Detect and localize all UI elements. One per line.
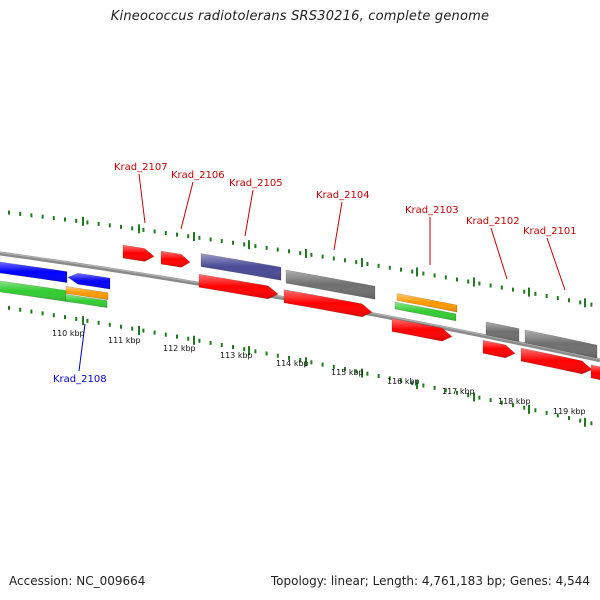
leader-krad-2107 bbox=[138, 173, 146, 224]
genome-summary-text: Topology: linear; Length: 4,761,183 bp; … bbox=[270, 574, 590, 588]
gene-block-krad-2107-gloss bbox=[123, 245, 154, 262]
gene-block-red-b-gloss bbox=[284, 289, 372, 317]
leader-krad-2104 bbox=[333, 201, 343, 251]
gene-block-blue-gloss bbox=[0, 262, 67, 283]
gene-label-krad-2102: Krad_2102 bbox=[466, 216, 520, 227]
tick-label: 115 kbp bbox=[331, 368, 364, 377]
gene-label-krad-2108: Krad_2108 bbox=[53, 374, 107, 385]
gene-block-red-f-gloss bbox=[591, 364, 600, 380]
gene-block-krad-2105-gloss bbox=[201, 253, 281, 281]
tick-labels: 110 kbp 111 kbp 112 kbp 113 kbp 114 kbp 115 k… bbox=[52, 329, 586, 416]
gene-block-orange-gloss bbox=[66, 286, 108, 300]
gene-block-krad-2102-gloss bbox=[486, 321, 519, 342]
gene-block-krad-2106-gloss bbox=[161, 251, 190, 268]
genome-backbone bbox=[0, 251, 600, 363]
accession-text: Accession: NC_009664 bbox=[9, 574, 146, 588]
gene-block-green-2-gloss bbox=[66, 294, 107, 308]
tick-label: 118 kbp bbox=[498, 397, 531, 406]
gene-block-krad-2103-gloss bbox=[397, 293, 457, 313]
gene-label-krad-2107: Krad_2107 bbox=[114, 162, 168, 173]
gene-block-krad-2104-gloss bbox=[286, 270, 375, 300]
tick-label: 117 kbp bbox=[442, 387, 475, 396]
leader-krad-2108 bbox=[78, 323, 86, 372]
tick-label: 114 kbp bbox=[276, 359, 309, 368]
gene-label-krad-2104: Krad_2104 bbox=[316, 190, 370, 201]
gene-block-krad-2101-gloss bbox=[525, 329, 597, 359]
gene-label-krad-2101: Krad_2101 bbox=[523, 226, 577, 237]
tick-label: 111 kbp bbox=[108, 336, 141, 345]
gene-block-krad-2108-gloss bbox=[68, 273, 110, 290]
minor-ticks-top bbox=[8, 210, 593, 308]
backbone-line bbox=[0, 251, 600, 363]
gene-features bbox=[0, 244, 600, 381]
gene-label-krad-2103: Krad_2103 bbox=[405, 205, 459, 216]
leader-krad-2105 bbox=[244, 189, 254, 237]
gene-label-krad-2106: Krad_2106 bbox=[171, 170, 225, 181]
map-title: Kineococcus radiotolerans SRS30216, comp… bbox=[110, 9, 490, 24]
minor-ticks-bottom bbox=[8, 305, 593, 427]
label-leaders bbox=[78, 173, 566, 372]
tick-label: 116 kbp bbox=[387, 377, 420, 386]
gene-block-red-a-gloss bbox=[199, 274, 278, 299]
leader-krad-2102 bbox=[490, 227, 508, 280]
leader-krad-2106 bbox=[180, 181, 194, 230]
gene-label-krad-2105: Krad_2105 bbox=[229, 178, 283, 189]
gene-block-red-e-gloss bbox=[521, 348, 592, 374]
leader-krad-2101 bbox=[546, 237, 566, 291]
gene-block-red-d-gloss bbox=[483, 340, 515, 358]
gene-block-red-c-gloss bbox=[392, 318, 452, 342]
gene-block-green-3-gloss bbox=[395, 302, 456, 321]
gene-block-green-gloss bbox=[0, 281, 66, 302]
tick-label: 113 kbp bbox=[220, 351, 253, 360]
tick-label: 110 kbp bbox=[52, 329, 85, 338]
tick-label: 119 kbp bbox=[553, 407, 586, 416]
tick-label: 112 kbp bbox=[163, 344, 196, 353]
